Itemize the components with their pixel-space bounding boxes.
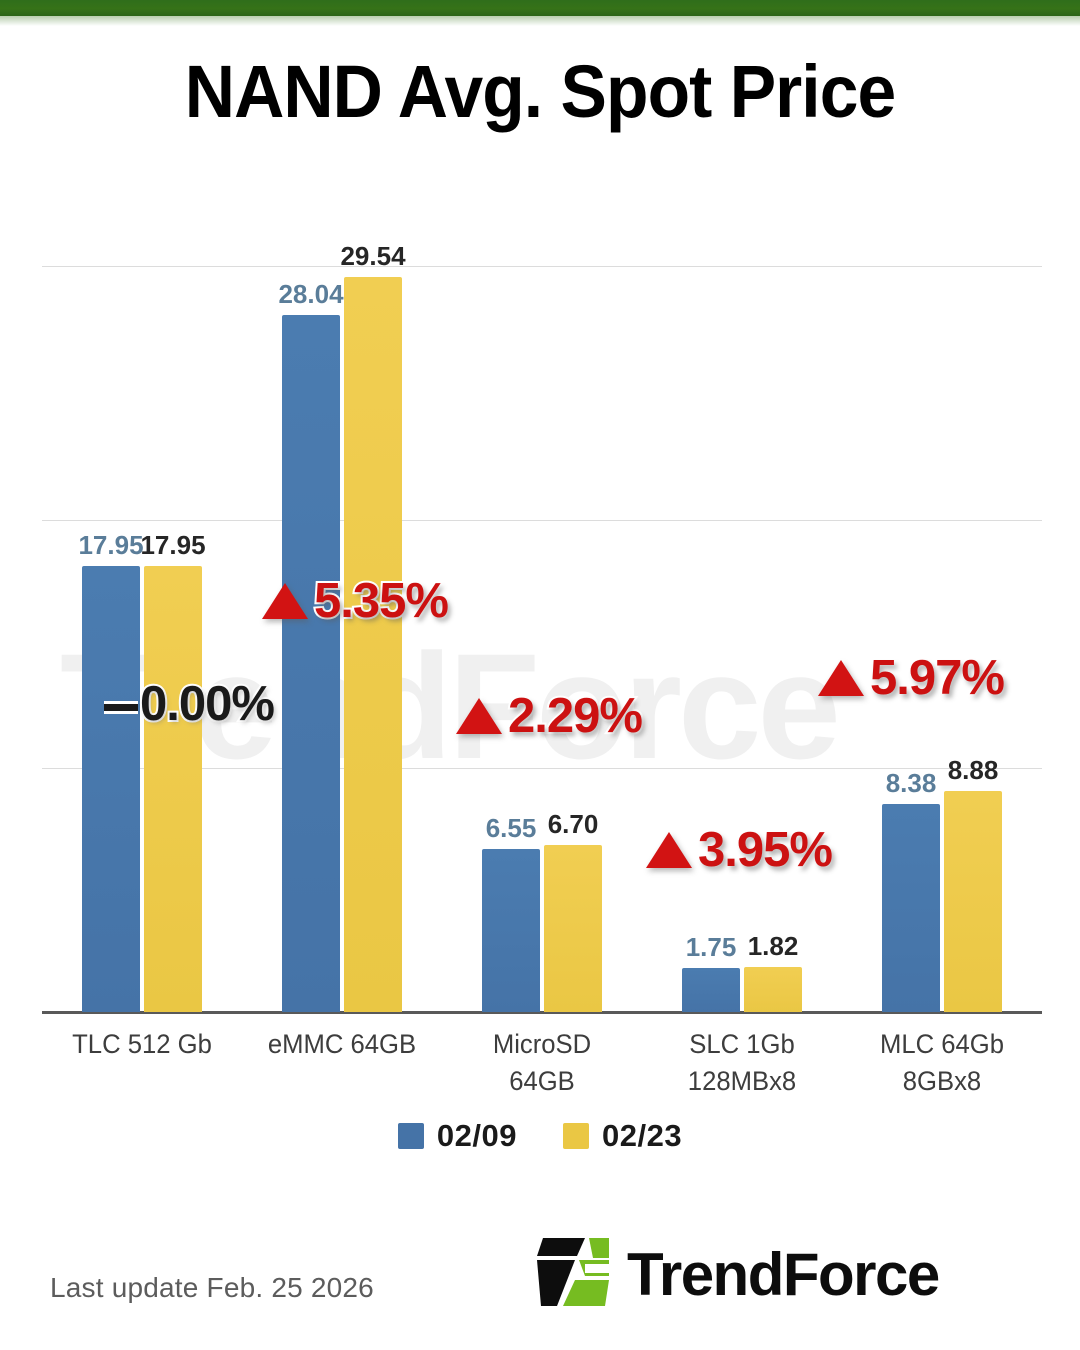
top-accent-bar-shadow: [0, 16, 1080, 26]
legend-item-02-09[interactable]: 02/09: [397, 1118, 517, 1154]
x-axis-line: [42, 1011, 1042, 1014]
triangle-up-icon: [818, 660, 864, 696]
gridline-30: [42, 266, 1042, 267]
change-annotation-4: 5.97%: [818, 649, 1007, 707]
last-update-text: Last update Feb. 25 2026: [50, 1272, 374, 1303]
trendforce-mark-icon: [535, 1236, 613, 1313]
bar-02-23-2: [544, 845, 602, 1012]
value-label-02-09-3: 1.75: [685, 932, 737, 963]
value-label-02-09-4: 8.38: [885, 767, 937, 798]
category-label-1: eMMC 64GB: [267, 1029, 417, 1059]
value-label-02-23-3: 1.82: [747, 930, 799, 961]
dash-flat-icon: [104, 700, 138, 714]
legend-swatch-icon: [563, 1123, 589, 1149]
category-label-0: TLC 512 Gb: [72, 1029, 212, 1059]
change-value: 0.00%: [138, 675, 277, 733]
gridline-10: [42, 768, 1042, 769]
legend-swatch-icon: [397, 1123, 424, 1149]
value-label-02-09-0: 17.95: [78, 529, 144, 560]
legend: 02/09 02/23: [0, 1118, 1080, 1154]
change-value: 2.29%: [506, 687, 645, 745]
legend-label: 02/09: [436, 1118, 517, 1153]
change-annotation-0: 0.00%: [104, 675, 277, 733]
category-label-3: SLC 1Gb 128MBx8: [687, 1029, 797, 1096]
value-label-02-23-1: 29.54: [340, 241, 406, 272]
bar-02-09-4: [882, 803, 940, 1012]
change-value: 5.35%: [312, 572, 451, 630]
category-label-4: MLC 64Gb 8GBx8: [879, 1029, 1005, 1096]
value-label-02-09-2: 6.55: [485, 813, 537, 844]
bar-02-09-0: [82, 565, 140, 1012]
value-label-02-23-2: 6.70: [547, 809, 599, 840]
trendforce-logo: TrendForce: [535, 1236, 940, 1313]
triangle-up-icon: [456, 698, 502, 734]
gridline-20: [42, 520, 1042, 521]
legend-item-02-23[interactable]: 02/23: [563, 1118, 682, 1154]
top-accent-bar: [0, 0, 1080, 16]
legend-label: 02/23: [602, 1118, 683, 1153]
bar-02-23-3: [744, 966, 802, 1012]
triangle-up-icon: [262, 583, 308, 619]
triangle-up-icon: [646, 832, 692, 868]
value-label-02-23-0: 17.95: [140, 529, 206, 560]
change-value: 5.97%: [868, 649, 1007, 707]
bar-02-23-0: [144, 565, 202, 1012]
bar-02-23-1: [344, 277, 402, 1012]
bar-02-09-2: [482, 849, 540, 1012]
change-annotation-3: 3.95%: [646, 821, 835, 879]
value-label-02-09-1: 28.04: [278, 278, 344, 309]
change-value: 3.95%: [696, 821, 835, 879]
bar-02-23-4: [944, 791, 1002, 1012]
value-label-02-23-4: 8.88: [947, 755, 999, 786]
change-annotation-1: 5.35%: [262, 572, 451, 630]
bar-02-09-1: [282, 314, 340, 1012]
bar-02-09-3: [682, 968, 740, 1012]
change-annotation-2: 2.29%: [456, 687, 645, 745]
page-title: NAND Avg. Spot Price: [184, 50, 896, 133]
category-label-2: MicroSD 64GB: [492, 1029, 592, 1096]
trendforce-logo-text: TrendForce: [627, 1241, 940, 1308]
